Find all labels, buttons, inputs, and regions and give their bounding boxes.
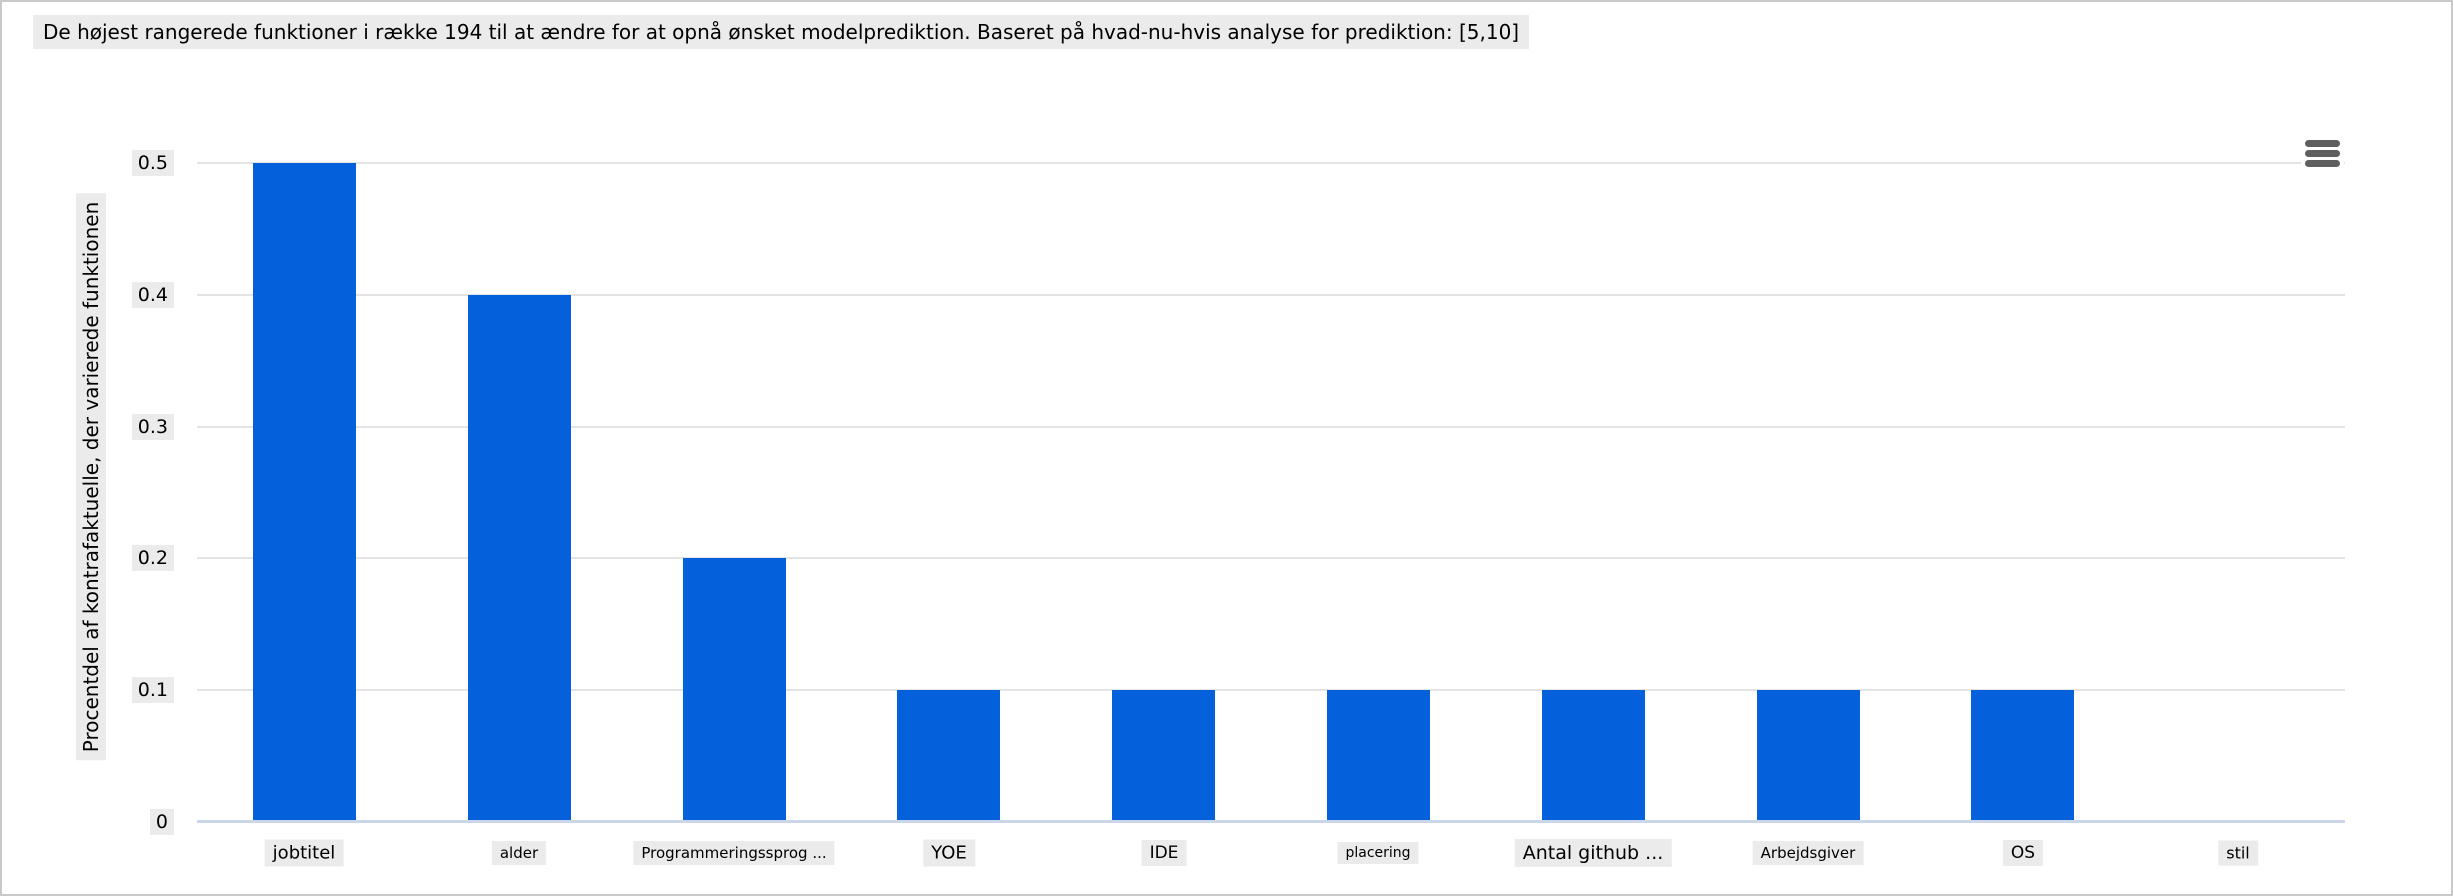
gridline: [197, 689, 2345, 691]
x-axis-tick-label: IDE: [1141, 840, 1187, 866]
bar-programmeringssprog[interactable]: [683, 558, 786, 820]
gridline: [197, 557, 2345, 559]
y-axis-tick-label: 0.1: [2, 677, 174, 703]
x-axis-tick-label: Arbejdsgiver: [1752, 841, 1864, 865]
gridline: [197, 294, 2345, 296]
hamburger-menu-icon: [2305, 140, 2340, 167]
bar-os[interactable]: [1971, 690, 2074, 820]
x-axis-tick-label: Antal github ...: [1514, 839, 1672, 867]
bar-placering[interactable]: [1327, 690, 1430, 820]
x-axis-tick-label: YOE: [923, 839, 975, 867]
bar-ide[interactable]: [1112, 690, 1215, 820]
gridline: [197, 426, 2345, 428]
y-axis-tick-label: 0.4: [2, 282, 174, 308]
chart-title: De højest rangerede funktioner i række 1…: [33, 15, 1530, 49]
y-axis-tick-label: 0: [2, 809, 174, 835]
y-axis-tick-label: 0.2: [2, 545, 174, 571]
bar-alder[interactable]: [468, 295, 571, 820]
x-axis-tick-label: alder: [491, 841, 547, 865]
x-axis-tick-label: Programmeringssprog ...: [633, 841, 835, 865]
bar-yoe[interactable]: [897, 690, 1000, 820]
x-axis-tick-label: stil: [2218, 840, 2258, 866]
bar-arbejdsgiver[interactable]: [1757, 690, 1860, 820]
y-axis-tick-label: 0.3: [2, 414, 174, 440]
x-axis-line: [197, 820, 2345, 823]
x-axis-tick-label: jobtitel: [264, 839, 344, 867]
bar-antal-github[interactable]: [1542, 690, 1645, 820]
x-axis-tick-label: OS: [2002, 840, 2044, 866]
bar-jobtitel[interactable]: [253, 163, 356, 820]
gridline: [197, 162, 2345, 164]
chart-menu-button[interactable]: [2301, 136, 2344, 171]
x-axis-tick-label: placering: [1337, 842, 1419, 864]
y-axis-tick-label: 0.5: [2, 150, 174, 176]
